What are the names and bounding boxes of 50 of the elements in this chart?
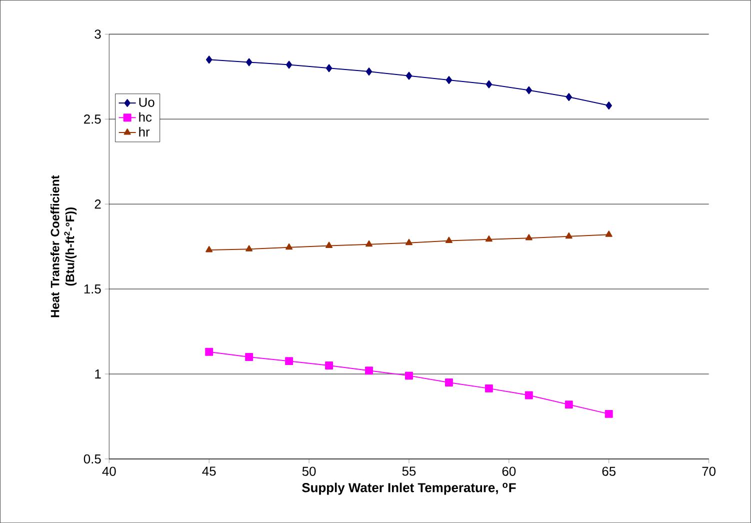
x-tick-label: 55 (402, 466, 416, 476)
x-tick-label: 65 (602, 466, 616, 476)
point (566, 93, 572, 101)
x-tick-label: 70 (702, 466, 716, 476)
y-tick-label: 2 (94, 200, 101, 209)
point (326, 242, 333, 248)
point (604, 410, 613, 418)
point (605, 230, 612, 237)
legend-label: hc (139, 112, 152, 122)
y-tick-label: 0.5 (84, 454, 101, 464)
x-axis-title: Supply Water Inlet Temperature, $^{o}$F (302, 482, 516, 495)
point (286, 60, 292, 69)
point (564, 400, 573, 409)
point (565, 232, 572, 239)
point (526, 86, 532, 94)
point (405, 372, 413, 380)
point (326, 64, 332, 72)
x-tick-label: 60 (502, 466, 516, 476)
point (525, 234, 532, 240)
x-tick-label: 45 (202, 466, 216, 476)
x-tick-label: 50 (302, 466, 316, 476)
point (446, 76, 452, 84)
y-tick-label: 3 (94, 30, 101, 39)
point (246, 245, 253, 252)
point (445, 236, 452, 243)
point (366, 68, 372, 76)
point (246, 58, 252, 66)
y-tick-label: 1 (95, 369, 101, 378)
point (206, 246, 213, 252)
point (365, 366, 373, 375)
x-tick-label: 40 (102, 466, 116, 476)
point (524, 391, 533, 400)
point (286, 243, 293, 250)
point (405, 238, 412, 246)
point (285, 357, 294, 366)
point (485, 235, 492, 242)
point (245, 352, 254, 361)
point (486, 80, 492, 88)
y-tick-label: 2.5 (84, 114, 101, 124)
point (206, 56, 212, 64)
point (606, 102, 612, 110)
point (325, 361, 334, 370)
point (365, 240, 373, 247)
point (205, 348, 214, 356)
point (406, 72, 412, 80)
legend-label: hr (139, 127, 150, 136)
point (444, 378, 453, 386)
y-tick-label: 1.5 (84, 284, 101, 294)
point (484, 384, 493, 392)
legend-label: Uo (139, 98, 154, 107)
